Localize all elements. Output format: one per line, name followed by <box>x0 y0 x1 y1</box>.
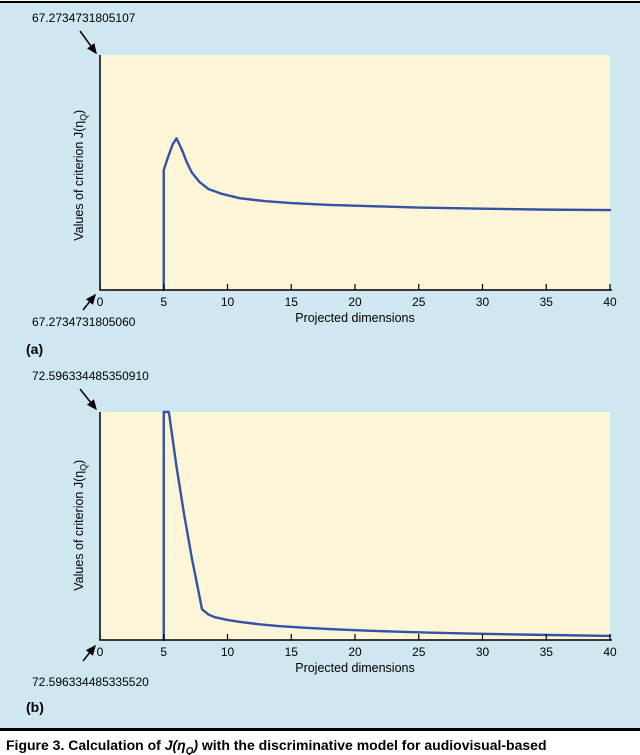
x-tick-label: 30 <box>476 645 490 659</box>
chart-a: 0 5 10 15 20 25 30 35 40 67.2734731805107 Values… <box>0 3 640 363</box>
plot-area-a: 0 5 10 15 20 25 30 35 40 <box>97 55 617 309</box>
y-axis-label-text: Values of criterion J(η <box>71 470 86 591</box>
caption-formula: J(η <box>164 737 186 753</box>
x-tick-label: 30 <box>476 295 490 309</box>
plot-background <box>100 412 610 640</box>
series-line <box>162 410 612 642</box>
plot-background <box>100 55 610 290</box>
x-tick-label: 35 <box>540 645 554 659</box>
x-axis-label: Projected dimensions <box>295 661 415 675</box>
ymin-annotation: 67.2734731805060 <box>32 315 136 329</box>
ymax-annotation-arrow-icon <box>79 30 97 55</box>
series-line <box>162 137 612 292</box>
x-tick-label: 15 <box>285 295 299 309</box>
y-axis-label-close: ) <box>71 459 86 464</box>
y-axis-label: Values of criterion J(ηQ) <box>72 90 89 260</box>
x-tick-label: 0 <box>97 645 104 659</box>
x-tick-label: 0 <box>97 295 104 309</box>
figure-panel: 0 5 10 15 20 25 30 35 40 67.2734731805107 Values… <box>0 3 640 728</box>
caption-divider <box>0 728 640 731</box>
x-tick-label: 20 <box>348 645 362 659</box>
ymin-annotation-arrow-icon <box>82 644 96 662</box>
x-tick-label: 40 <box>603 295 617 309</box>
x-tick-label: 5 <box>160 645 167 659</box>
y-axis-label-close: ) <box>71 109 86 114</box>
x-tick-label: 5 <box>160 295 167 309</box>
x-tick-label: 25 <box>412 295 426 309</box>
x-tick-label: 20 <box>348 295 362 309</box>
caption-prefix: Figure 3. Calculation of <box>6 737 165 753</box>
panel-label-b: (b) <box>26 699 44 715</box>
figure-top-border <box>0 1 640 3</box>
caption-formula-subscript: Q <box>185 745 194 755</box>
y-axis-label-text: Values of criterion J(η <box>71 120 86 241</box>
caption-suffix: with the discriminative model for audiov… <box>197 737 547 753</box>
figure-caption: Figure 3. Calculation of J(ηQ) with the … <box>6 736 638 755</box>
ymax-annotation: 67.2734731805107 <box>32 11 136 25</box>
y-axis-label: Values of criterion J(ηQ) <box>72 440 89 610</box>
x-tick-label: 10 <box>221 645 235 659</box>
x-tick-label: 10 <box>221 295 235 309</box>
x-tick-label: 15 <box>285 645 299 659</box>
plot-area-b: 0 5 10 15 20 25 30 35 40 <box>97 410 617 659</box>
ymin-annotation-arrow-icon <box>82 293 96 311</box>
x-tick-label: 40 <box>603 645 617 659</box>
x-axis-label: Projected dimensions <box>295 311 415 325</box>
ymin-annotation: 72.596334485335520 <box>32 675 149 689</box>
ymax-annotation-arrow-icon <box>79 388 97 411</box>
chart-b: 0 5 10 15 20 25 30 35 40 72.596334485350910 Valu… <box>0 363 640 729</box>
caption-formula-close: ) <box>193 737 198 753</box>
x-tick-label: 25 <box>412 645 426 659</box>
y-axis-label-subscript: Q <box>78 463 89 471</box>
x-tick-label: 35 <box>540 295 554 309</box>
panel-label-a: (a) <box>26 341 44 357</box>
y-axis-label-subscript: Q <box>78 113 89 121</box>
ymax-annotation: 72.596334485350910 <box>32 369 149 383</box>
